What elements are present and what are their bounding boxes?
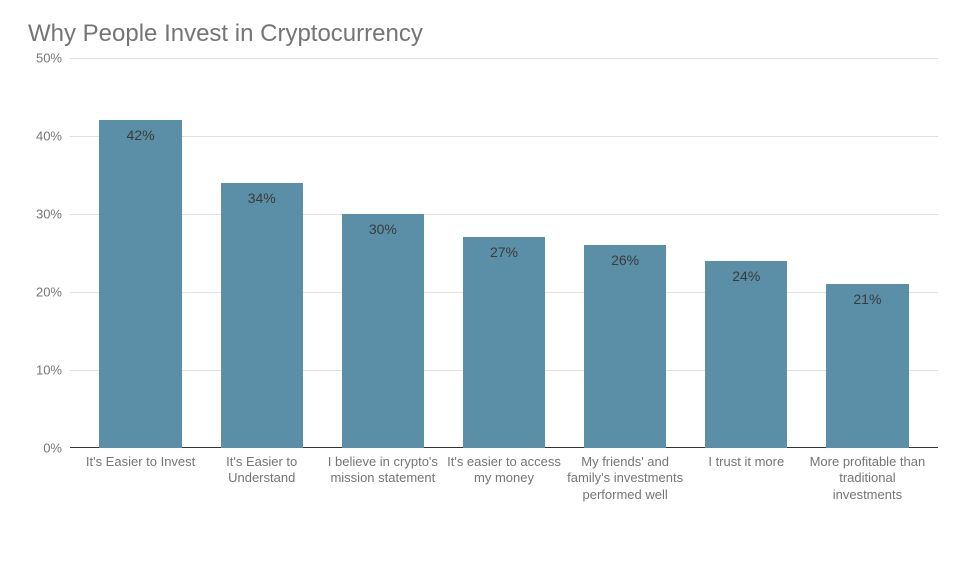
x-axis-category-label: It's Easier to Understand — [201, 454, 322, 503]
bar-value-label: 21% — [853, 291, 881, 307]
x-axis-category-label: It's easier to access my money — [443, 454, 564, 503]
bar-slot: 26% — [565, 58, 686, 448]
bar-slot: 21% — [807, 58, 928, 448]
bar: 26% — [584, 245, 666, 448]
bar-value-label: 27% — [490, 244, 518, 260]
y-tick-label: 10% — [20, 363, 62, 378]
x-axis-category-label: I trust it more — [686, 454, 807, 503]
x-axis-category-label: More profitable than traditional investm… — [807, 454, 928, 503]
bars-row: 42% 34% 30% 27% 26% 24% 21% — [70, 58, 938, 448]
plot-region: 0%10%20%30%40%50% 42%34%30%27%26%24%21% … — [70, 58, 938, 528]
bar-value-label: 24% — [732, 268, 760, 284]
chart-title: Why People Invest in Cryptocurrency — [28, 20, 958, 48]
bar-slot: 24% — [686, 58, 807, 448]
bar: 27% — [463, 237, 545, 448]
bar: 34% — [221, 183, 303, 448]
y-tick-label: 0% — [20, 441, 62, 456]
x-axis-labels: It's Easier to InvestIt's Easier to Unde… — [70, 454, 938, 503]
bar-value-label: 34% — [248, 190, 276, 206]
bar: 21% — [826, 284, 908, 448]
y-tick-label: 40% — [20, 129, 62, 144]
bar: 24% — [705, 261, 787, 448]
bar-slot: 30% — [322, 58, 443, 448]
bar: 30% — [342, 214, 424, 448]
bar-slot: 27% — [443, 58, 564, 448]
bar-slot: 42% — [80, 58, 201, 448]
y-tick-label: 30% — [20, 207, 62, 222]
bar: 42% — [99, 120, 181, 448]
x-axis-category-label: It's Easier to Invest — [80, 454, 201, 503]
x-axis-category-label: I believe in crypto's mission statement — [322, 454, 443, 503]
y-tick-label: 50% — [20, 51, 62, 66]
x-axis-category-label: My friends' and family's investments per… — [565, 454, 686, 503]
chart-container: Why People Invest in Cryptocurrency 0% 10… — [0, 0, 978, 573]
bar-value-label: 26% — [611, 252, 639, 268]
y-tick-label: 20% — [20, 285, 62, 300]
bar-value-label: 30% — [369, 221, 397, 237]
bar-slot: 34% — [201, 58, 322, 448]
bar-value-label: 42% — [127, 127, 155, 143]
